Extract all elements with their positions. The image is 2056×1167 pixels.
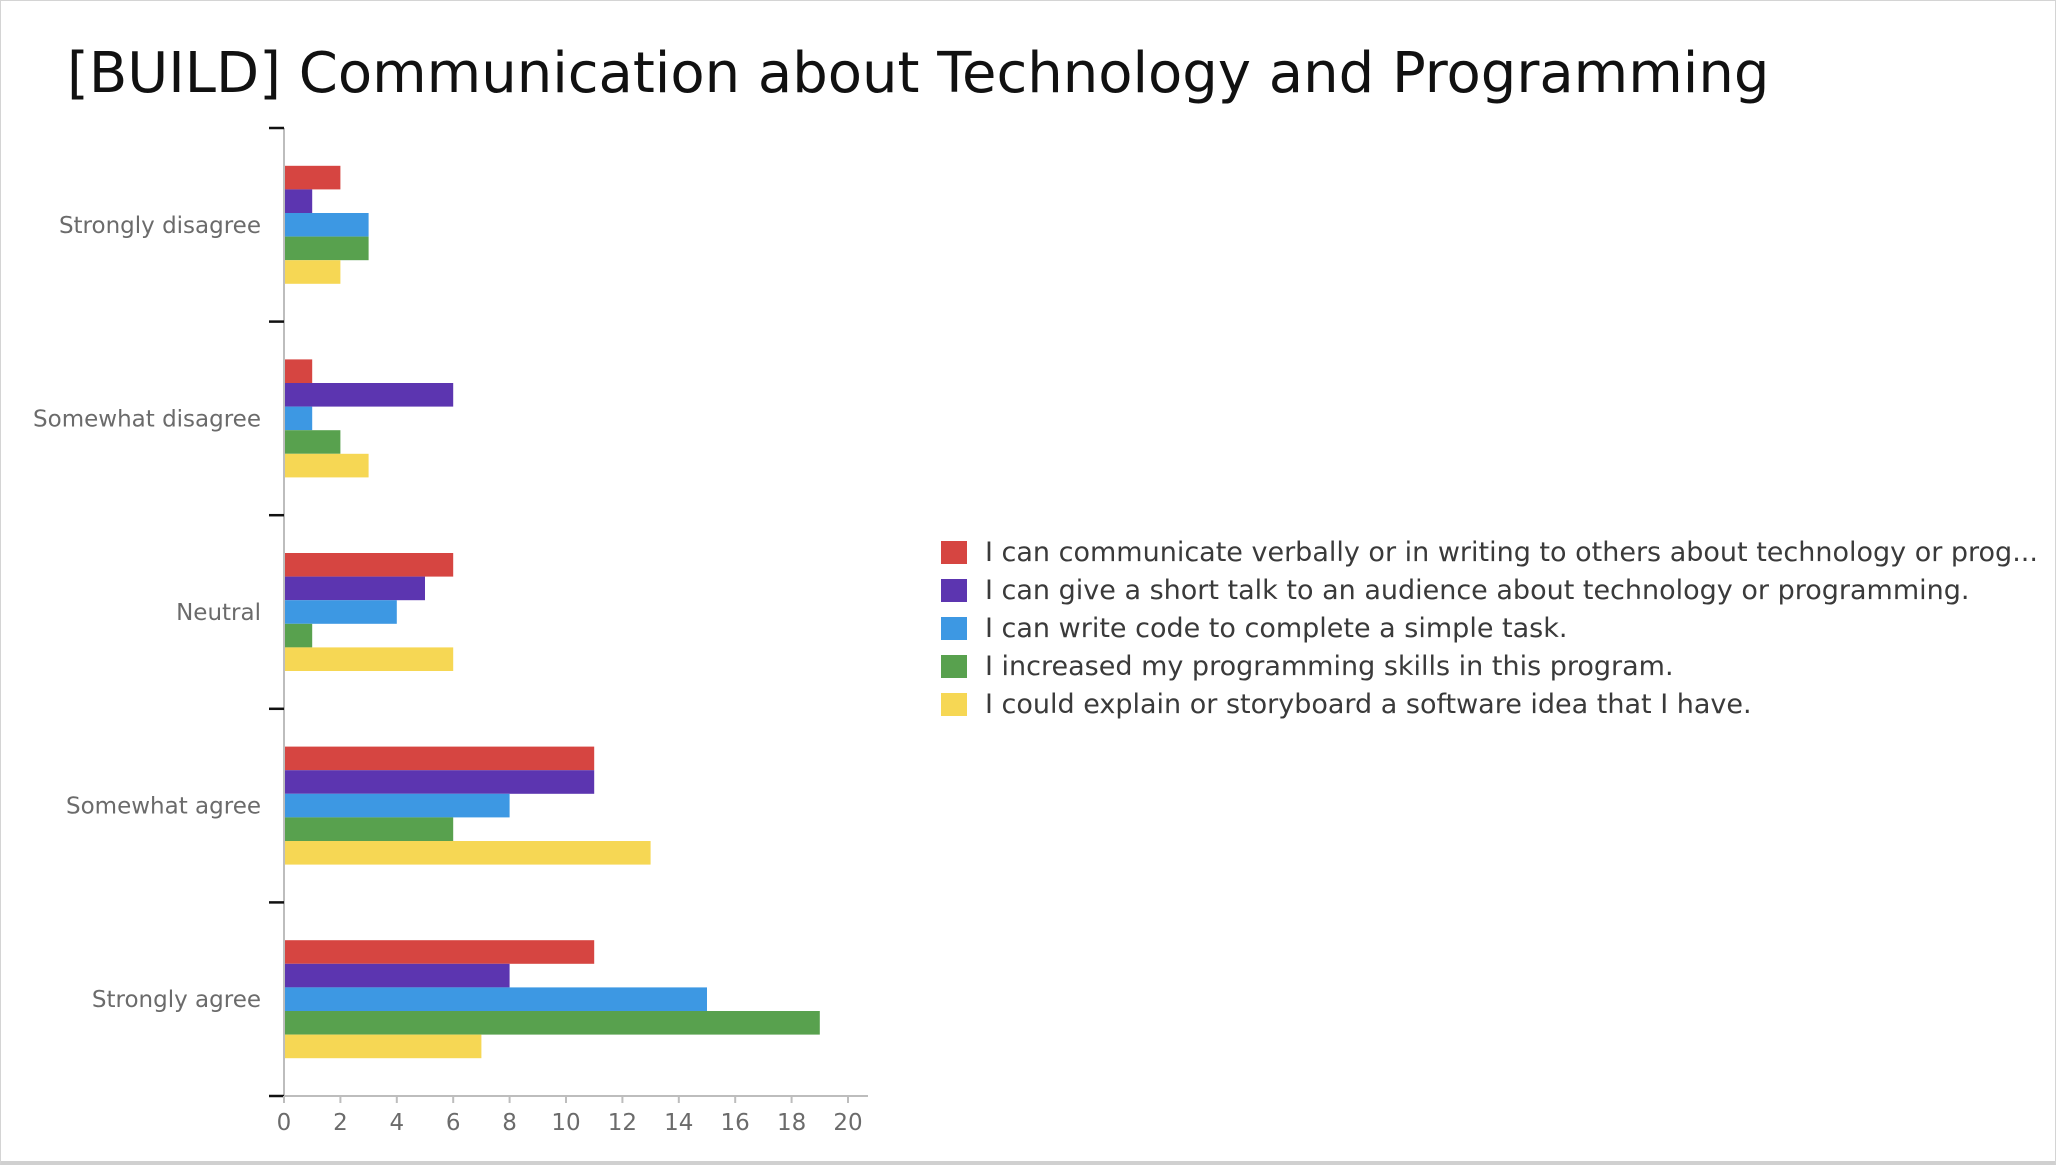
x-tick-label: 6 [446, 1110, 461, 1136]
bar [285, 793, 510, 818]
legend-label: I can communicate verbally or in writing… [985, 537, 2038, 569]
bar [285, 553, 454, 577]
x-tick-label: 18 [777, 1110, 806, 1136]
x-tick-label: 10 [551, 1110, 580, 1136]
bar [285, 189, 313, 213]
category-label: Neutral [176, 600, 261, 626]
legend-label: I can give a short talk to an audience a… [985, 575, 1970, 607]
bar [285, 359, 313, 383]
bar [285, 623, 313, 648]
bar [285, 600, 397, 624]
category-label: Strongly disagree [59, 213, 261, 239]
legend: I can communicate verbally or in writing… [941, 534, 2038, 723]
bar [285, 770, 595, 794]
chart-axes [269, 126, 868, 1098]
x-tick-label: 0 [277, 1110, 292, 1136]
bar [285, 841, 651, 865]
x-tick-label: 8 [502, 1110, 517, 1136]
bar [285, 817, 454, 841]
legend-item: I can communicate verbally or in writing… [941, 534, 2038, 572]
bar [285, 406, 313, 431]
category-label: Somewhat disagree [33, 406, 261, 432]
bar [285, 746, 595, 771]
bar [285, 940, 595, 964]
bar [285, 236, 369, 261]
legend-swatch [941, 654, 967, 678]
legend-item: I could explain or storyboard a software… [941, 685, 2038, 723]
bar [285, 453, 369, 478]
bar [285, 1011, 820, 1035]
legend-label: I could explain or storyboard a software… [985, 688, 1752, 720]
bar [285, 963, 510, 988]
bar [285, 165, 341, 190]
legend-swatch [941, 692, 967, 716]
bar [285, 647, 454, 671]
x-tick-label: 14 [664, 1110, 693, 1136]
bar [285, 213, 369, 237]
x-tick-label: 16 [721, 1110, 750, 1136]
bar [285, 260, 341, 284]
legend-item: I increased my programming skills in thi… [941, 647, 2038, 685]
chart-title: [BUILD] Communication about Technology a… [67, 41, 1770, 106]
x-tick-label: 20 [833, 1110, 862, 1136]
bar [285, 576, 425, 601]
category-label: Somewhat agree [66, 794, 261, 820]
chart-bars [285, 165, 820, 1059]
x-tick-label: 12 [608, 1110, 637, 1136]
x-tick-labels: 0 2 4 6 8 10 12 14 16 18 20 [277, 1096, 863, 1136]
bar [285, 430, 341, 454]
legend-item: I can give a short talk to an audience a… [941, 572, 2038, 610]
category-label: Strongly agree [92, 987, 261, 1013]
x-tick-label: 2 [333, 1110, 348, 1136]
legend-label: I can write code to complete a simple ta… [985, 612, 1568, 644]
category-labels: Strongly disagree Somewhat disagree Neutra… [33, 213, 261, 1013]
bar [285, 1034, 482, 1059]
legend-swatch [941, 579, 967, 603]
bar [285, 383, 454, 407]
x-tick-label: 4 [389, 1110, 404, 1136]
bar [285, 987, 707, 1011]
legend-label: I increased my programming skills in thi… [985, 650, 1674, 682]
legend-swatch [941, 616, 967, 640]
legend-swatch [941, 541, 967, 565]
legend-item: I can write code to complete a simple ta… [941, 610, 2038, 648]
